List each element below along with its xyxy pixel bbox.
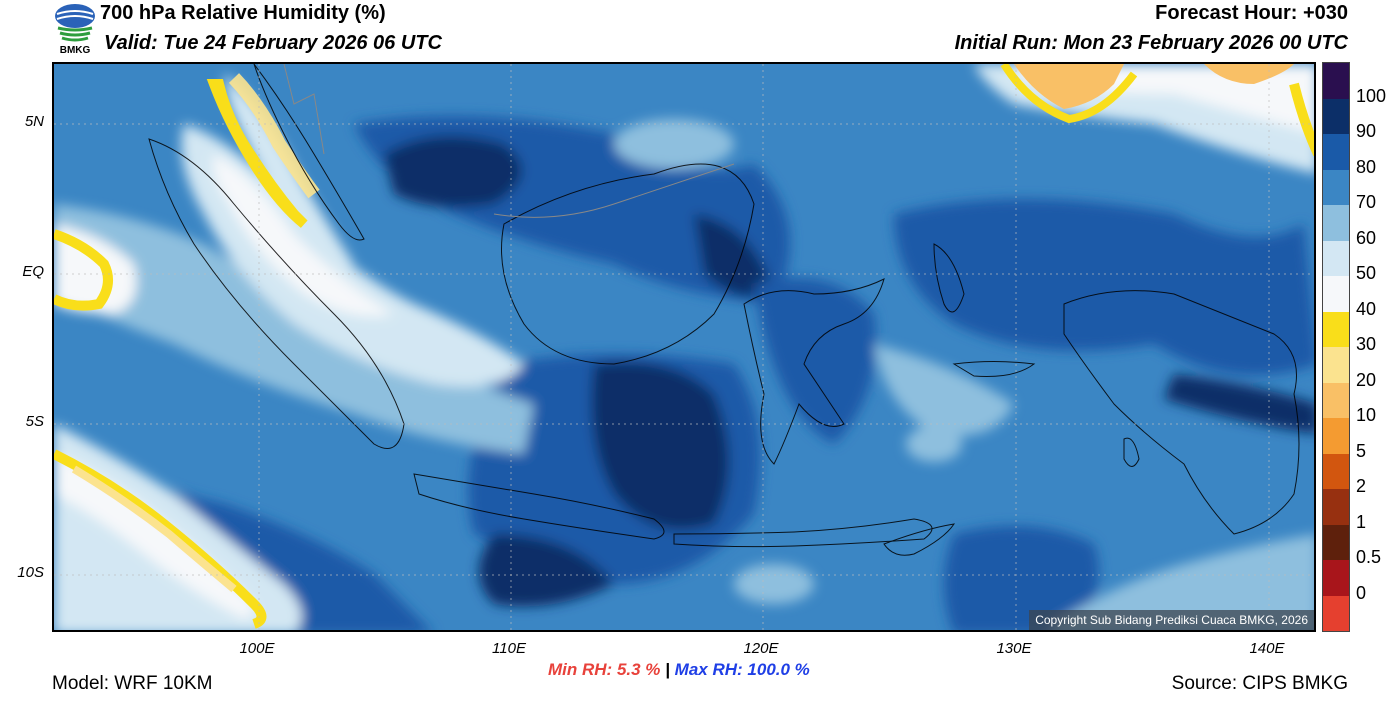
colorbar-swatch <box>1323 524 1349 560</box>
colorbar-swatch <box>1323 453 1349 489</box>
logo-text: BMKG <box>59 45 91 56</box>
colorbar-label: 10 <box>1356 405 1377 425</box>
colorbar-swatch <box>1323 347 1349 383</box>
stats-separator: | <box>665 660 670 679</box>
colorbar-swatch <box>1323 382 1349 418</box>
forecast-hour: Forecast Hour: +030 <box>1155 2 1348 24</box>
x-tick-label: 100E <box>239 640 275 657</box>
initial-run: Initial Run: Mon 23 February 2026 00 UTC <box>954 32 1348 54</box>
y-tick-label: 10S <box>17 564 44 581</box>
min-rh-value: 5.3 % <box>616 660 661 679</box>
colorbar-swatch <box>1323 63 1349 99</box>
colorbar <box>1322 62 1350 632</box>
y-tick-label: EQ <box>22 263 44 280</box>
colorbar-label: 20 <box>1356 369 1377 390</box>
min-rh-label: Min RH: <box>548 660 613 679</box>
max-rh-label: Max RH: <box>674 660 743 679</box>
colorbar-label: 0 <box>1356 582 1367 603</box>
y-tick-label: 5N <box>24 113 44 130</box>
colorbar-label: 40 <box>1356 298 1377 319</box>
data-source: Source: CIPS BMKG <box>1171 673 1348 694</box>
bmkg-logo <box>52 2 98 58</box>
colorbar-label: 5 <box>1356 440 1367 461</box>
colorbar-swatch <box>1323 595 1349 631</box>
chart-title: 700 hPa Relative Humidity (%) <box>100 2 386 24</box>
valid-time: Valid: Tue 24 February 2026 06 UTC <box>104 32 442 54</box>
colorbar-swatch <box>1323 418 1349 454</box>
y-tick-label: 5S <box>25 413 44 430</box>
colorbar-swatch <box>1323 489 1349 525</box>
copyright-notice: Copyright Sub Bidang Prediksi Cuaca BMKG… <box>1029 610 1314 630</box>
colorbar-swatch <box>1323 205 1349 241</box>
colorbar-swatch <box>1323 134 1349 170</box>
x-tick-label: 130E <box>996 640 1032 657</box>
colorbar-label: 70 <box>1356 192 1377 212</box>
colorbar-swatch <box>1323 169 1349 205</box>
model-name: Model: WRF 10KM <box>52 673 213 694</box>
colorbar-label: 80 <box>1356 156 1377 177</box>
humidity-map <box>52 62 1316 632</box>
colorbar-swatch <box>1323 311 1349 347</box>
colorbar-swatch <box>1323 98 1349 134</box>
colorbar-swatch <box>1323 276 1349 312</box>
colorbar-label: 100 <box>1356 85 1387 106</box>
colorbar-label: 30 <box>1356 334 1377 354</box>
min-max-stats: Min RH: 5.3 % | Max RH: 100.0 % <box>548 660 810 680</box>
colorbar-label: 50 <box>1356 263 1377 283</box>
colorbar-label: 90 <box>1356 121 1377 141</box>
colorbar-label: 1 <box>1356 511 1367 532</box>
x-tick-label: 110E <box>492 640 526 657</box>
colorbar-label: 60 <box>1356 227 1377 248</box>
colorbar-swatch <box>1323 240 1349 276</box>
max-rh-value: 100.0 % <box>747 660 810 679</box>
colorbar-label: 0.5 <box>1356 547 1382 567</box>
colorbar-swatch <box>1323 560 1349 596</box>
x-tick-label: 140E <box>1249 640 1285 657</box>
colorbar-label: 2 <box>1356 476 1367 496</box>
x-tick-label: 120E <box>743 640 779 657</box>
